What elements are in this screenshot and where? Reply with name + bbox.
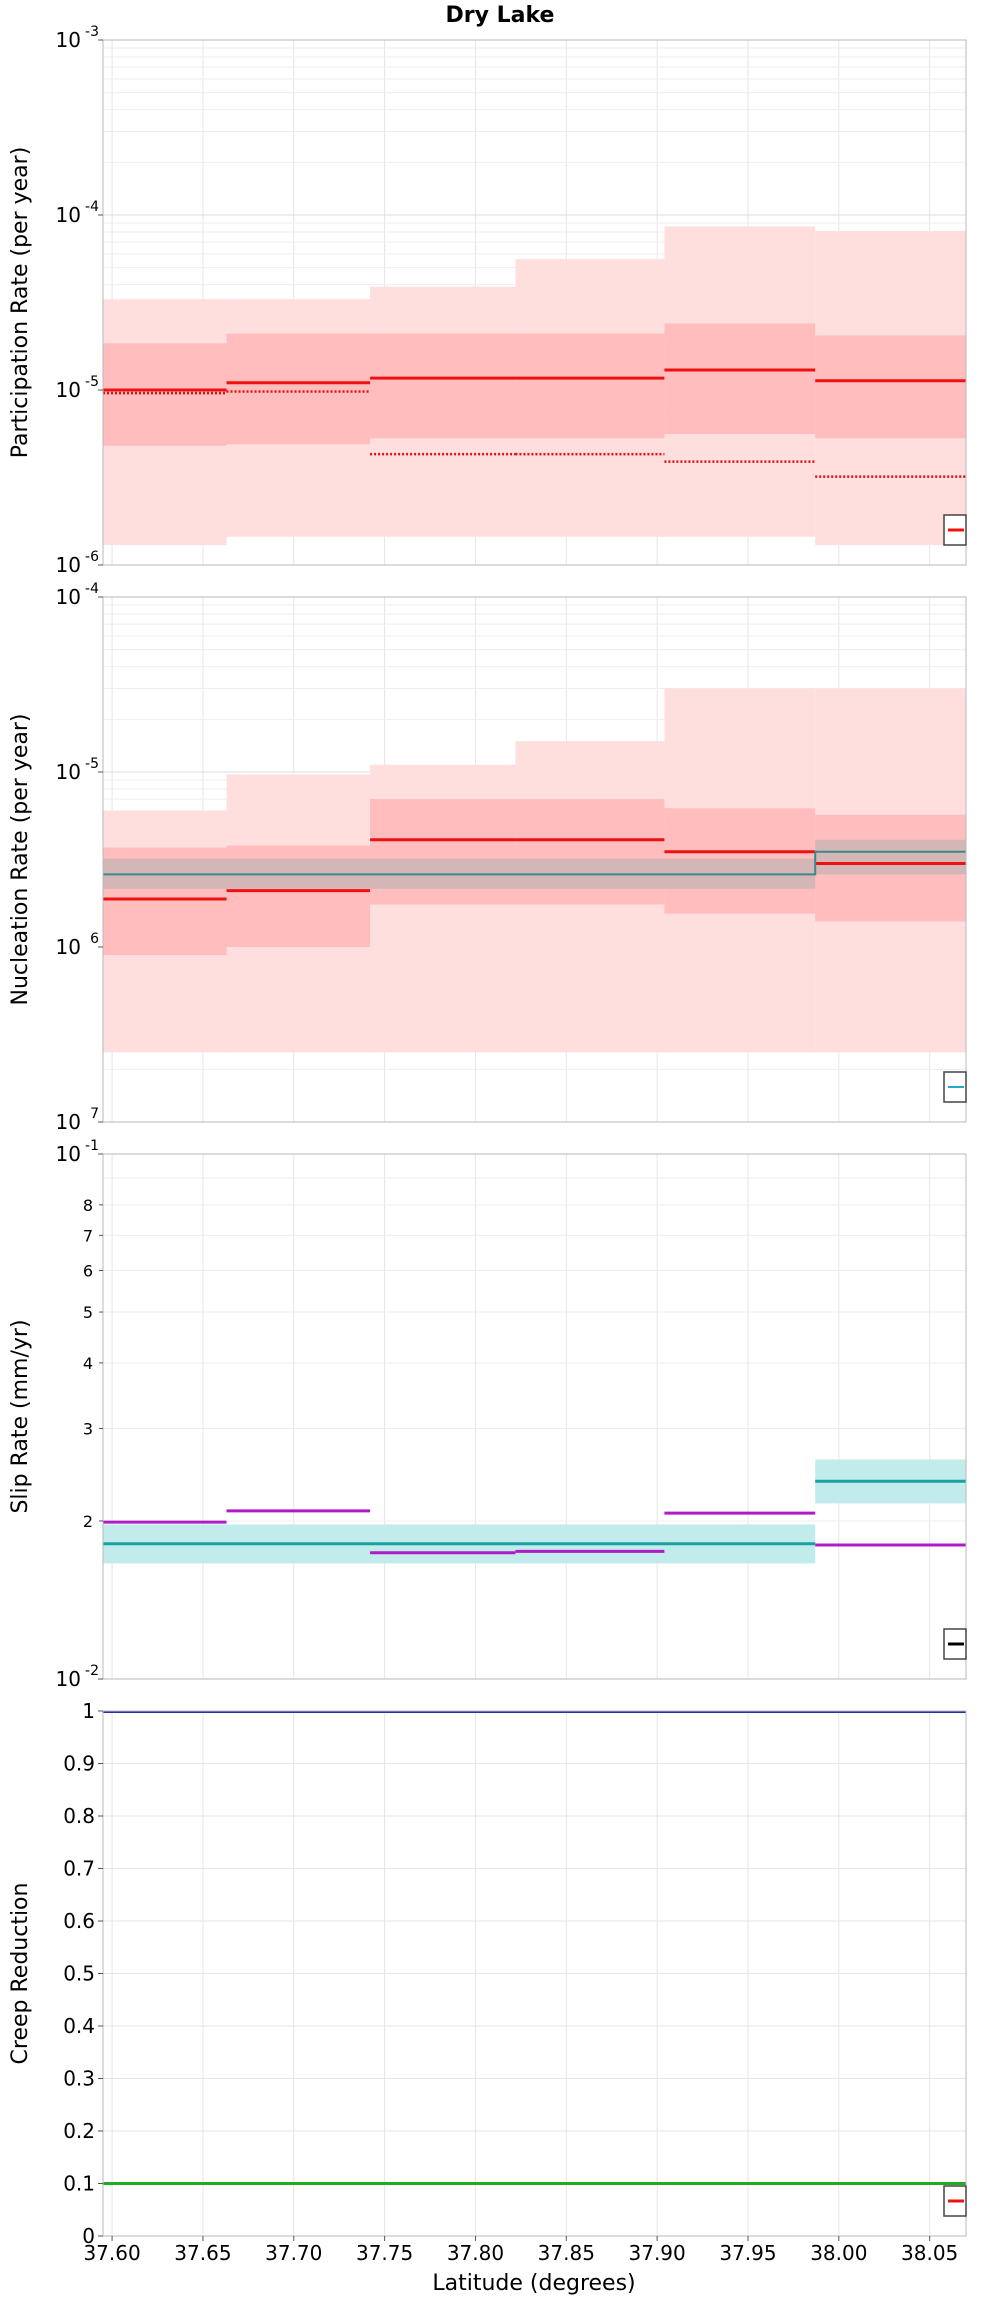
y-tick-label: 10 bbox=[56, 935, 81, 959]
y-tick-exponent: -6 bbox=[85, 549, 99, 565]
y-tick-label: 0.8 bbox=[63, 1804, 95, 1828]
gridlines bbox=[103, 1710, 966, 2237]
chart-marks bbox=[103, 1459, 966, 1564]
x-tick-labels: 37.60 37.65 37.70 37.75 37.80 37.85 37.90 37.95… bbox=[83, 2236, 958, 2265]
y-minor-tick-label: 2 bbox=[83, 1512, 93, 1531]
x-tick-label: 37.60 bbox=[83, 2241, 140, 2265]
x-tick-label: 37.70 bbox=[265, 2241, 322, 2265]
x-tick-label: 37.80 bbox=[447, 2241, 504, 2265]
y-tick-label: 10 bbox=[56, 553, 81, 577]
y-tick-exponent: -5 bbox=[85, 374, 99, 390]
y-tick-label: 10 bbox=[56, 1667, 81, 1691]
y-tick-label: 0.3 bbox=[63, 2067, 95, 2091]
y-tick-label: 10 bbox=[56, 28, 81, 52]
x-axis-label: Latitude (degrees) bbox=[432, 2271, 635, 2296]
x-tick-label: 37.65 bbox=[174, 2241, 231, 2265]
plot-frame bbox=[102, 1153, 967, 1680]
x-tick-label: 37.95 bbox=[719, 2241, 776, 2265]
x-tick-label: 37.85 bbox=[538, 2241, 595, 2265]
x-tick-label: 38.05 bbox=[901, 2241, 958, 2265]
y-axis-label: Slip Rate (mm/yr) bbox=[8, 1319, 33, 1513]
y-tick-label: 0.5 bbox=[63, 1962, 95, 1986]
y-tick-label: 0.4 bbox=[63, 2014, 95, 2038]
y-minor-tick-label: 5 bbox=[83, 1303, 93, 1322]
y-axis-label: Nucleation Rate (per year) bbox=[8, 714, 33, 1006]
gray-line bbox=[103, 850, 966, 876]
y-tick-label: 10 bbox=[56, 378, 81, 402]
inner-band bbox=[664, 323, 816, 435]
inner-band bbox=[103, 343, 227, 446]
x-tick-label: 38.00 bbox=[810, 2241, 867, 2265]
y-tick-exponent: -4 bbox=[85, 581, 99, 597]
y-tick-label: 10 bbox=[56, 760, 81, 784]
y-tick-label: 10 bbox=[56, 585, 81, 609]
chart-marks bbox=[103, 226, 966, 546]
x-tick-label: 37.75 bbox=[356, 2241, 413, 2265]
y-tick-label: 0.1 bbox=[63, 2172, 95, 2196]
y-minor-tick-label: 4 bbox=[83, 1354, 93, 1373]
inner-band bbox=[815, 335, 966, 439]
legend bbox=[943, 1628, 967, 1660]
y-tick-label: 10 bbox=[56, 203, 81, 227]
legend bbox=[943, 1071, 967, 1103]
plot-frame bbox=[102, 39, 967, 566]
y-tick-exponent: -2 bbox=[85, 1663, 99, 1679]
y-tick-labels: 0 0.1 0.2 0.3 0.4 0.5 0.6 0.7 0.8 0.9 1 bbox=[63, 1699, 103, 2248]
y-tick-exponent: -1 bbox=[85, 1138, 99, 1154]
y-tick-label: 0.7 bbox=[63, 1857, 95, 1881]
y-tick-exponent: 6 bbox=[90, 931, 99, 947]
y-tick-exponent: 7 bbox=[90, 1106, 99, 1122]
y-tick-label: 1 bbox=[82, 1699, 95, 1723]
y-axis-label: Creep Reduction bbox=[8, 1883, 33, 2065]
inner-band bbox=[515, 333, 665, 439]
legend bbox=[943, 514, 967, 546]
inner-band bbox=[370, 333, 516, 439]
chart-marks bbox=[103, 1711, 966, 2185]
y-tick-exponent: -5 bbox=[85, 756, 99, 772]
y-tick-label: 10 bbox=[56, 1110, 81, 1134]
y-minor-tick-label: 7 bbox=[83, 1226, 93, 1245]
inner-band bbox=[226, 333, 371, 445]
y-minor-tick-label: 6 bbox=[83, 1261, 93, 1280]
gray-band bbox=[815, 839, 966, 875]
y-tick-label: 0.9 bbox=[63, 1752, 95, 1776]
gridlines bbox=[103, 1154, 966, 1680]
plot-frame bbox=[102, 596, 967, 1123]
panel-4: 0 0.1 0.2 0.3 0.4 0.5 0.6 0.7 0.8 0.9 1 Creep Reduc… bbox=[8, 1699, 967, 2265]
chart-marks bbox=[103, 688, 966, 1053]
y-tick-labels: 10 710 610 -510 -4 bbox=[56, 581, 103, 1134]
x-tick-label: 37.90 bbox=[629, 2241, 686, 2265]
y-tick-label: 0.6 bbox=[63, 1909, 95, 1933]
y-minor-tick-label: 8 bbox=[83, 1196, 93, 1215]
y-tick-label: 0.2 bbox=[63, 2119, 95, 2143]
y-minor-tick-label: 3 bbox=[83, 1420, 93, 1439]
legend bbox=[943, 2185, 967, 2217]
y-tick-exponent: -3 bbox=[85, 24, 99, 40]
y-axis-label: Participation Rate (per year) bbox=[8, 147, 33, 459]
y-tick-label: 0 bbox=[82, 2224, 95, 2248]
y-tick-labels: 10-610-510-410-3 bbox=[56, 24, 103, 577]
y-tick-label: 10 bbox=[56, 1142, 81, 1166]
y-tick-exponent: -4 bbox=[85, 199, 99, 215]
figure-title: Dry Lake bbox=[446, 3, 555, 28]
